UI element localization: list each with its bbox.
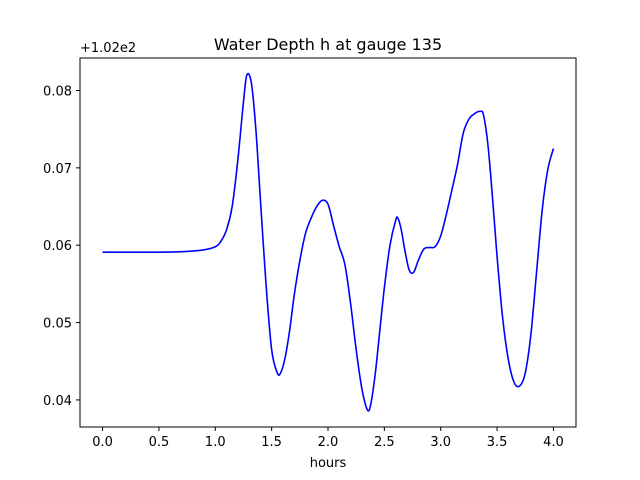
- plot-area: [80, 58, 576, 427]
- chart-title: Water Depth h at gauge 135: [214, 35, 442, 54]
- y-offset-label: +1.02e2: [80, 41, 136, 56]
- y-axis-ticks: 0.04 0.05 0.06 0.07 0.08: [43, 84, 80, 409]
- y-tick-label: 0.07: [43, 162, 72, 177]
- x-tick-label: 1.0: [205, 435, 226, 450]
- x-tick-label: 2.0: [318, 435, 339, 450]
- x-tick-label: 0.5: [149, 435, 170, 450]
- y-tick-label: 0.08: [43, 84, 72, 99]
- x-tick-label: 3.5: [487, 435, 508, 450]
- y-tick-label: 0.06: [43, 239, 72, 254]
- x-tick-label: 2.5: [374, 435, 395, 450]
- x-tick-label: 1.5: [261, 435, 282, 450]
- series-line: [102, 72, 555, 412]
- x-axis-label: hours: [310, 456, 347, 471]
- x-tick-label: 0.0: [92, 435, 113, 450]
- x-axis-ticks: 0.0 0.5 1.0 1.5 2.0 2.5 3.0 3.5 4.0: [92, 427, 564, 450]
- x-tick-label: 4.0: [543, 435, 564, 450]
- y-tick-label: 0.04: [43, 394, 72, 409]
- y-tick-label: 0.05: [43, 317, 72, 332]
- x-tick-label: 3.0: [430, 435, 451, 450]
- plot-frame: [79, 57, 577, 428]
